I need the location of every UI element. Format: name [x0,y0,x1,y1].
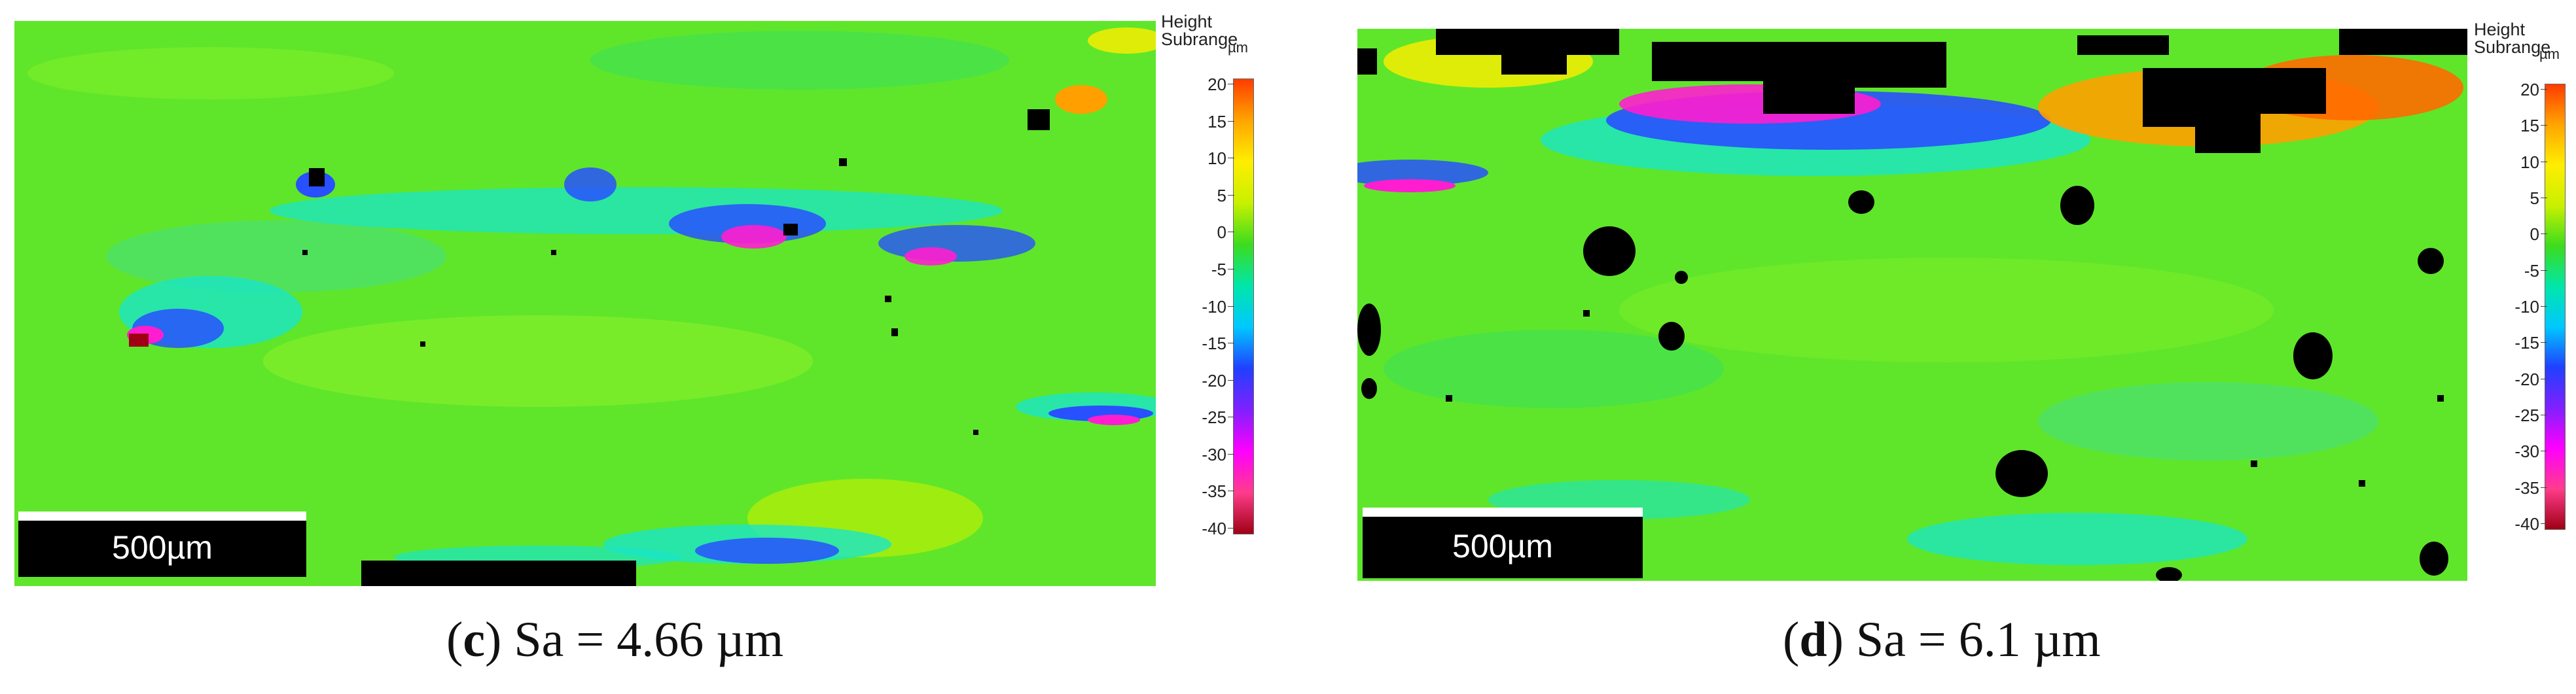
colorbar-tick-mark [1228,528,1234,529]
colorbar-tick-label: -40 [1202,519,1226,538]
legend-unit-d: µm [2539,46,2560,62]
colorbar-tick-mark [2541,342,2547,343]
colorbar-tick-label: 10 [2520,152,2539,172]
colorbar-tick-mark [1228,120,1234,122]
colorbar-tick-label: -30 [1202,444,1226,464]
legend-unit-c: µm [1228,39,1249,56]
colorbar-tick-label: 5 [2530,188,2539,208]
colorbar-tick-label: -35 [2514,477,2539,498]
colorbar-tick-label: -20 [2514,369,2539,389]
legend-title-line2: Subrange [1161,29,1238,49]
colorbar-tick-label: -30 [2514,442,2539,462]
colorbar-tick-label: 0 [2530,224,2539,245]
legend-title-c: Height Subrange [1161,13,1238,48]
colorbar-tick-label: 20 [1208,75,1226,94]
colorbar-tick-label: 0 [1217,222,1226,243]
colorbar-tick-label: -15 [1202,334,1226,354]
scale-bar-label: 500µm [112,529,213,566]
colorbar-tick-label: -10 [1202,296,1226,317]
legend-title-line2: Subrange [2474,37,2551,57]
colorbar-tick-mark [1228,453,1234,455]
caption-c: (c) Sa = 4.66 µm [446,612,783,668]
colorbar-c [1233,78,1254,534]
colorbar-tick-mark [2541,125,2547,126]
colorbar-tick-label: 15 [2520,116,2539,136]
scale-bar-c: 500µm [18,512,306,577]
colorbar-tick-mark [1228,379,1234,381]
colorbar-tick-mark [2541,89,2547,90]
height-map-d-svg [1357,29,2467,581]
height-map-d [1357,29,2467,581]
colorbar-d [2545,84,2566,530]
colorbar-tick-label: -10 [2514,297,2539,317]
colorbar-tick-label: 20 [2520,80,2539,99]
colorbar-tick-label: -25 [2514,406,2539,425]
colorbar-tick-label: -15 [2514,333,2539,353]
colorbar-tick-mark [1228,194,1234,196]
colorbar-tick-label: -40 [2514,514,2539,534]
colorbar-tick-label: -5 [1211,259,1226,279]
caption-letter: c [463,612,486,667]
caption-text: ) Sa = 6.1 µm [1827,612,2101,667]
height-map-c-svg [14,21,1156,586]
colorbar-tick-mark [2541,487,2547,488]
colorbar-tick-mark [2541,523,2547,524]
legend-title-d: Height Subrange [2474,21,2550,56]
height-map-c [14,21,1156,586]
colorbar-tick-label: -25 [1202,408,1226,428]
colorbar-tick-mark [2541,269,2547,271]
legend-title-line1: Height [1161,12,1213,31]
colorbar-tick-label: 10 [1208,148,1226,169]
colorbar-tick-label: -35 [1202,481,1226,502]
colorbar-tick-mark [1228,305,1234,307]
colorbar-tick-mark [2541,306,2547,307]
scale-bar-d: 500µm [1363,508,1643,578]
scale-bar-line [18,512,306,521]
colorbar-tick-label: 5 [1217,185,1226,205]
caption-text: ) Sa = 4.66 µm [485,612,784,667]
colorbar-tick-label: 15 [1208,111,1226,131]
colorbar-tick-label: -5 [2524,260,2539,281]
legend-title-line1: Height [2474,20,2526,39]
caption-letter: d [1799,612,1827,667]
colorbar-tick-label: -20 [1202,370,1226,390]
caption-paren: ( [446,612,463,667]
caption-paren: ( [1783,612,1800,667]
caption-d: (d) Sa = 6.1 µm [1783,612,2101,668]
scale-bar-label: 500µm [1452,528,1553,564]
scale-bar-line [1363,508,1643,517]
